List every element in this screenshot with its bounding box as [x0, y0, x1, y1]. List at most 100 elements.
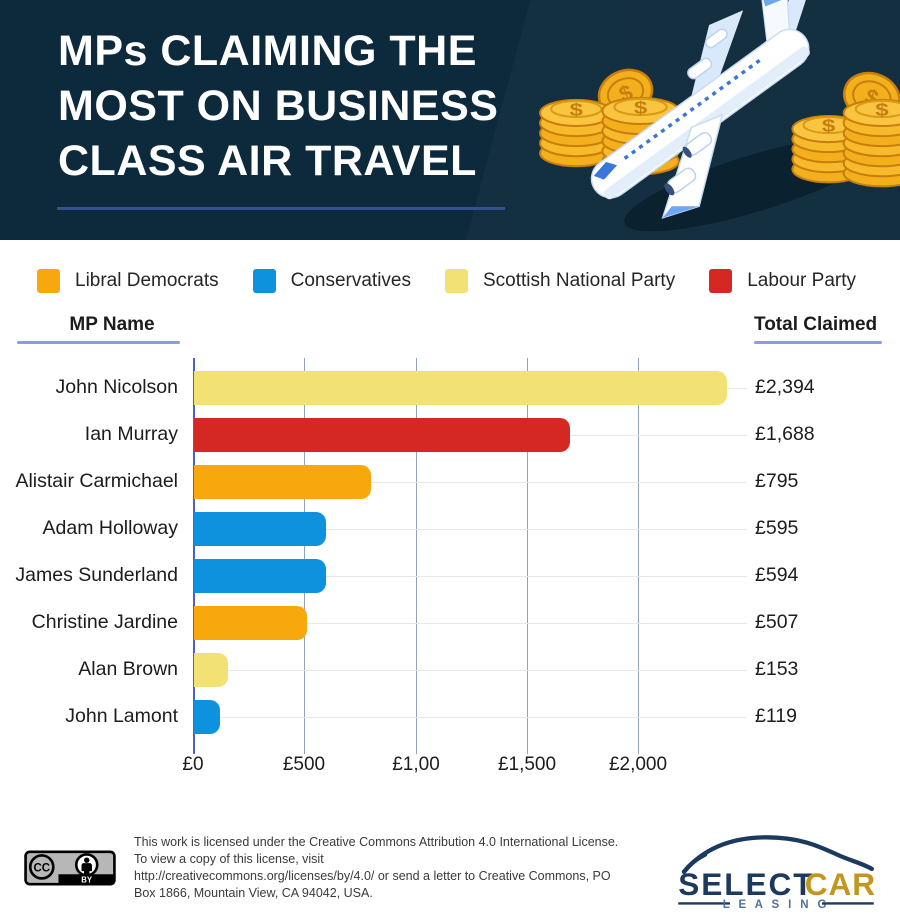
- legend-label: Libral Democrats: [75, 270, 219, 291]
- svg-text:$: $: [570, 101, 584, 120]
- claim-value: £1,688: [755, 423, 815, 445]
- license-text: This work is licensed under the Creative…: [134, 834, 652, 902]
- leader-line: [195, 575, 747, 577]
- bar-track: [193, 646, 755, 693]
- chart-plot-area: John Nicolson £2,394 Ian Murray £1,688 Alist…: [0, 358, 900, 788]
- legend-swatch-scottish-national-party: [445, 269, 468, 293]
- chart-rows: John Nicolson £2,394 Ian Murray £1,688 Alist…: [0, 364, 900, 740]
- logo-car-text: CAR: [805, 866, 876, 902]
- chart-row-adam-holloway: Adam Holloway £595: [0, 505, 900, 552]
- chart-row-christine-jardine: Christine Jardine £507: [0, 599, 900, 646]
- total-claimed-header: Total Claimed: [754, 314, 878, 335]
- bar-christine-jardine: [194, 605, 307, 640]
- bar-james-sunderland: [194, 558, 326, 593]
- bar-adam-holloway: [194, 511, 326, 546]
- logo-select-text: SELECT: [678, 866, 814, 902]
- bar-track: [193, 552, 755, 599]
- x-tick-label: £1,500: [497, 754, 557, 775]
- page-title: MPs CLAIMING THE MOST ON BUSINESS CLASS …: [58, 24, 498, 189]
- legend-swatch-conservatives: [252, 269, 276, 293]
- chart-row-james-sunderland: James Sunderland £594: [0, 552, 900, 599]
- airplane-coins-illustration: $ $ $: [539, 0, 900, 232]
- claim-value: £507: [755, 611, 799, 633]
- chart-row-alistair-carmichael: Alistair Carmichael £795: [0, 458, 900, 505]
- bar-track: [193, 411, 755, 458]
- mp-name: Alistair Carmichael: [15, 470, 178, 492]
- leader-line: [195, 481, 747, 483]
- bar-ian-murray: [194, 417, 570, 452]
- logo-leasing-text: L E A S I N G: [723, 899, 830, 911]
- legend-item-labour-party: Labour Party: [709, 269, 856, 293]
- license-line-4: Box 1866, Mountain View, CA 94042, USA.: [134, 886, 373, 900]
- x-tick-label: £2,000: [608, 754, 668, 775]
- chart-row-john-lamont: John Lamont £119: [0, 693, 900, 740]
- title-line-2: MOST ON BUSINESS: [58, 82, 499, 130]
- legend-swatch-libral-democrats: [37, 269, 60, 293]
- legend-item-libral-democrats: Libral Democrats: [37, 269, 219, 293]
- cc-by-badge: CC BY: [24, 850, 116, 886]
- chart-column-headers: MP Name Total Claimed: [0, 314, 900, 352]
- legend-item-scottish-national-party: Scottish National Party: [445, 269, 675, 293]
- title-underline: [57, 207, 505, 210]
- claim-value: £795: [755, 470, 799, 492]
- bar-track: [193, 458, 755, 505]
- chart-row-john-nicolson: John Nicolson £2,394: [0, 364, 900, 411]
- claim-value: £153: [755, 658, 799, 680]
- legend-label: Conservatives: [290, 270, 411, 291]
- claim-value: £119: [755, 705, 797, 727]
- x-tick-label: £500: [282, 754, 326, 775]
- person-icon: [74, 853, 99, 877]
- cc-label: CC: [33, 863, 50, 875]
- mp-name: John Lamont: [65, 705, 178, 727]
- license-line-2: To view a copy of this license, visit: [134, 852, 324, 866]
- claim-value: £594: [755, 564, 799, 586]
- license-line-1: This work is licensed under the Creative…: [134, 835, 619, 849]
- total-claimed-underline: [754, 341, 882, 344]
- bar-track: [193, 505, 755, 552]
- mp-name: Ian Murray: [84, 423, 178, 445]
- mp-name: Alan Brown: [78, 658, 178, 680]
- mp-name: Adam Holloway: [42, 517, 178, 539]
- leader-line: [195, 716, 747, 718]
- claim-value: £2,394: [755, 376, 815, 398]
- legend-swatch-labour-party: [709, 269, 733, 293]
- legend-label: Labour Party: [747, 270, 856, 291]
- mp-name: James Sunderland: [15, 564, 178, 586]
- bar-alistair-carmichael: [194, 464, 371, 499]
- x-tick-label: £0: [182, 754, 204, 775]
- svg-text:$: $: [822, 117, 836, 136]
- by-strip: [58, 874, 115, 885]
- mp-name: Christine Jardine: [31, 611, 178, 633]
- x-tick-label: £1,00: [392, 754, 440, 775]
- bar-alan-brown: [194, 652, 228, 687]
- airplane-icon: [590, 0, 810, 219]
- license-line-3: http://creativecommons.org/licenses/by/4…: [134, 869, 611, 883]
- bar-track: [193, 599, 755, 646]
- bar-john-nicolson: [194, 370, 727, 405]
- mp-name-header: MP Name: [69, 314, 155, 335]
- title-line-1: MPs CLAIMING THE: [58, 27, 477, 75]
- header-banner: MPs CLAIMING THE MOST ON BUSINESS CLASS …: [0, 0, 900, 240]
- footer: CC BY This work is licensed under the Cr…: [24, 822, 882, 914]
- car-silhouette-icon: [681, 835, 874, 874]
- legend: Libral Democrats Conservatives Scottish …: [37, 268, 900, 294]
- bar-john-lamont: [194, 699, 220, 734]
- bar-chart: MP Name Total Claimed John Nicolson £2,39…: [0, 314, 900, 788]
- mp-name-underline: [17, 341, 180, 344]
- cc-icon: [28, 854, 55, 880]
- bar-track: [193, 364, 755, 411]
- x-axis: £0 £500 £1,00 £1,500 £2,000: [182, 740, 755, 788]
- legend-label: Scottish National Party: [483, 270, 676, 291]
- coin-stack-icon: $ $ $: [791, 71, 900, 188]
- chart-row-ian-murray: Ian Murray £1,688: [0, 411, 900, 458]
- leader-line: [195, 622, 747, 624]
- mp-name: John Nicolson: [55, 376, 178, 398]
- claim-value: £595: [755, 517, 799, 539]
- title-line-3: CLASS AIR TRAVEL: [58, 137, 477, 185]
- by-label: BY: [81, 876, 93, 885]
- chart-row-alan-brown: Alan Brown £153: [0, 646, 900, 693]
- svg-text:$: $: [634, 99, 648, 118]
- leader-line: [195, 528, 747, 530]
- legend-item-conservatives: Conservatives: [252, 269, 411, 293]
- brand-logo: SELECT CAR L E A S I N G: [678, 835, 876, 911]
